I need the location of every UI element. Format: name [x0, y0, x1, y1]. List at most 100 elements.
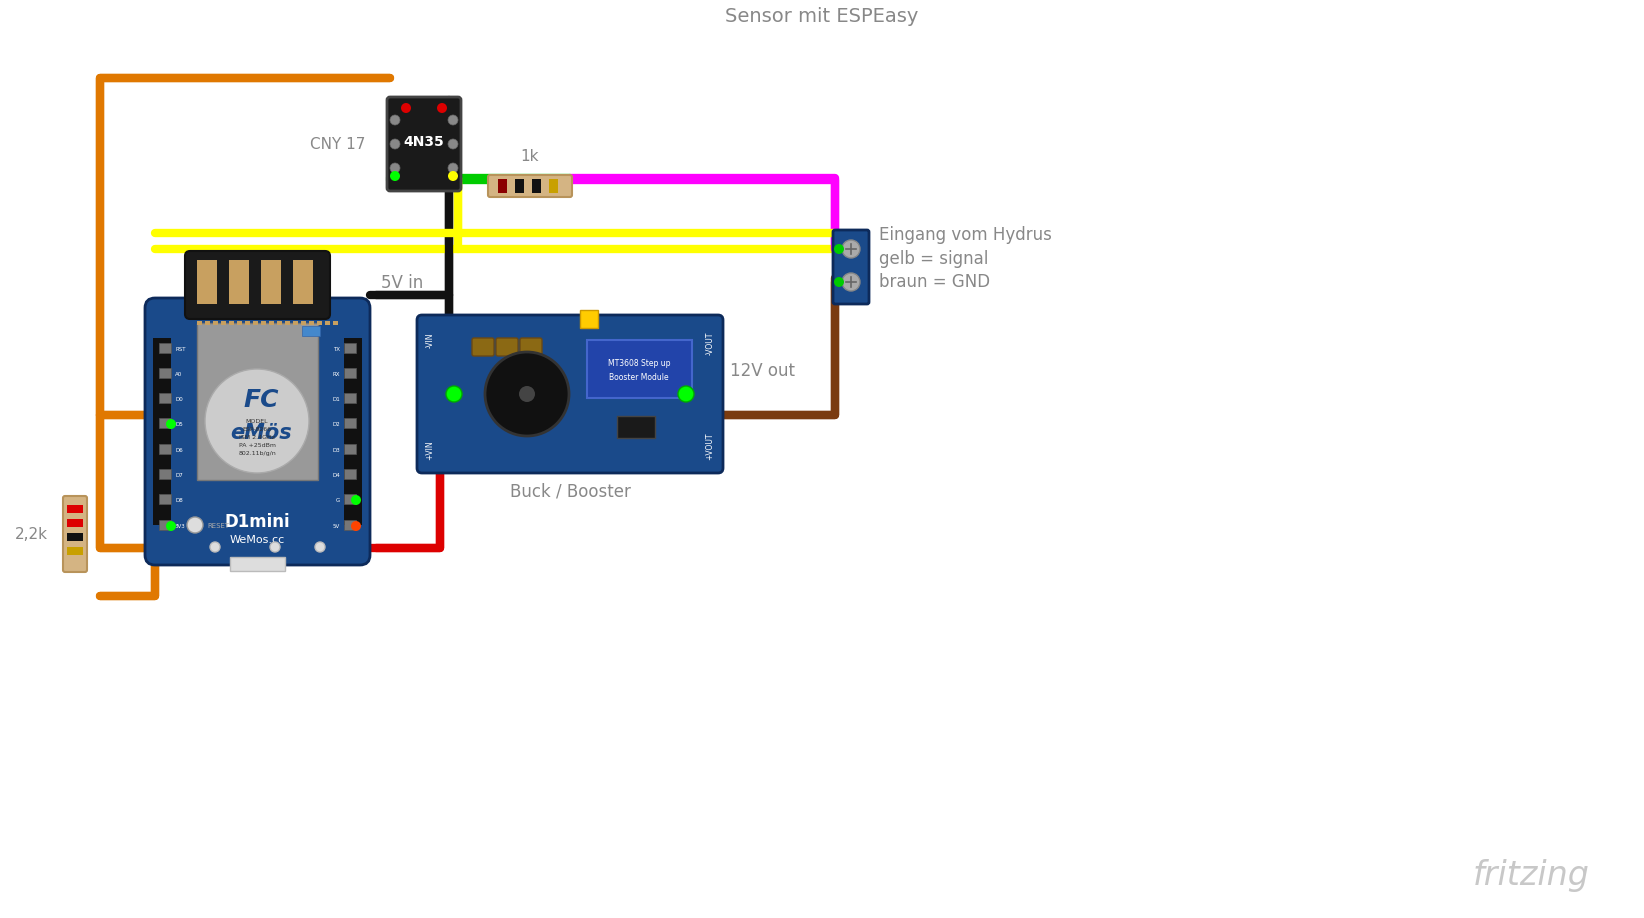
Text: D6: D6 [174, 447, 182, 453]
Bar [587, 340, 692, 398]
Bar [253, 321, 258, 325]
Bar [159, 368, 171, 378]
FancyBboxPatch shape [472, 338, 493, 356]
Bar [344, 368, 357, 378]
Circle shape [520, 386, 534, 402]
Bar [309, 321, 314, 325]
Bar [344, 520, 357, 530]
Bar [317, 321, 322, 325]
Bar [206, 321, 210, 325]
Text: braun = GND: braun = GND [880, 273, 990, 291]
Text: ESP-8266: ESP-8266 [242, 427, 271, 432]
Bar [197, 321, 202, 325]
Text: ISM 2.4GHz: ISM 2.4GHz [238, 435, 275, 440]
Circle shape [834, 277, 843, 287]
Bar [616, 416, 654, 438]
Bar [515, 179, 524, 193]
Bar [67, 505, 82, 513]
Circle shape [677, 386, 694, 402]
Text: CNY 17: CNY 17 [311, 137, 365, 151]
Circle shape [270, 542, 279, 552]
Text: D0: D0 [174, 397, 182, 401]
Bar [326, 321, 330, 325]
Text: fritzing: fritzing [1473, 859, 1590, 892]
Text: WeMos.cc: WeMos.cc [230, 535, 284, 545]
Text: D3: D3 [332, 447, 340, 453]
Text: D7: D7 [174, 473, 182, 477]
Bar [284, 321, 289, 325]
Text: eMös: eMös [230, 423, 293, 443]
Bar [533, 179, 541, 193]
Bar [344, 469, 357, 479]
FancyBboxPatch shape [386, 97, 460, 191]
Text: PA +25dBm: PA +25dBm [238, 443, 276, 448]
Text: 3V3: 3V3 [174, 523, 186, 529]
Text: D4: D4 [332, 473, 340, 477]
Bar [344, 494, 357, 504]
Bar [580, 310, 598, 328]
Circle shape [449, 171, 459, 181]
FancyBboxPatch shape [496, 338, 518, 356]
Text: Sensor mit ESPEasy: Sensor mit ESPEasy [725, 7, 919, 26]
Bar [159, 520, 171, 530]
Text: 5V in: 5V in [381, 274, 423, 292]
Bar [159, 469, 171, 479]
Circle shape [449, 163, 459, 173]
Bar [197, 323, 317, 480]
Bar [302, 326, 321, 336]
Circle shape [390, 163, 399, 173]
Bar [153, 338, 171, 525]
Text: -VIN: -VIN [426, 332, 434, 348]
Text: D2: D2 [332, 421, 340, 427]
Text: gelb = signal: gelb = signal [880, 250, 988, 268]
Text: D8: D8 [174, 498, 182, 502]
Bar [230, 557, 284, 571]
Bar [67, 533, 82, 541]
Circle shape [842, 273, 860, 291]
Text: 2,2k: 2,2k [15, 527, 48, 542]
Circle shape [390, 115, 399, 125]
Circle shape [834, 244, 843, 254]
FancyBboxPatch shape [418, 315, 723, 473]
Bar [159, 343, 171, 353]
Circle shape [166, 521, 176, 531]
Circle shape [485, 352, 569, 436]
Text: -VOUT: -VOUT [705, 332, 715, 355]
Text: FC: FC [243, 388, 278, 412]
Circle shape [401, 103, 411, 113]
Bar [159, 444, 171, 454]
Circle shape [390, 139, 399, 149]
Circle shape [446, 386, 462, 402]
Bar [344, 343, 357, 353]
Text: A0: A0 [174, 372, 182, 376]
Text: RST: RST [174, 346, 186, 352]
Text: D1mini: D1mini [224, 513, 289, 531]
Bar [344, 393, 357, 403]
Bar [67, 519, 82, 527]
Bar [344, 338, 362, 525]
Bar [159, 393, 171, 403]
Text: RESET: RESET [207, 523, 229, 529]
Bar [67, 547, 82, 555]
Text: MT3608 Step up: MT3608 Step up [608, 359, 671, 367]
Text: D1: D1 [332, 397, 340, 401]
Text: 802.11b/g/n: 802.11b/g/n [238, 451, 276, 456]
Bar [159, 494, 171, 504]
Bar [334, 321, 339, 325]
Bar [229, 321, 233, 325]
Bar [237, 321, 242, 325]
Text: 12V out: 12V out [730, 362, 796, 380]
Text: 5V: 5V [332, 523, 340, 529]
FancyBboxPatch shape [145, 298, 370, 565]
Circle shape [206, 369, 309, 473]
Bar [159, 418, 171, 428]
Circle shape [449, 139, 459, 149]
Text: D5: D5 [174, 421, 182, 427]
Bar [301, 321, 306, 325]
Circle shape [449, 115, 459, 125]
Text: RX: RX [332, 372, 340, 376]
Bar [293, 260, 312, 304]
Bar [270, 321, 275, 325]
Bar [261, 321, 266, 325]
Circle shape [210, 542, 220, 552]
